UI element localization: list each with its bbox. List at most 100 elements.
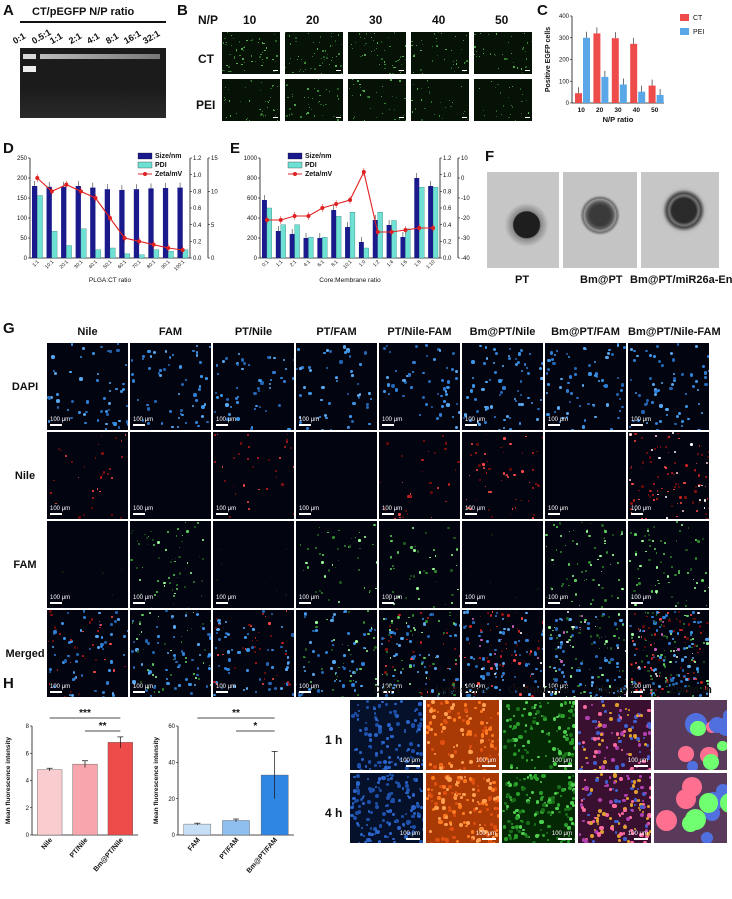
cell-dot [550, 811, 554, 815]
x-tick-label: 4:1 [303, 259, 312, 268]
cell-dot [644, 742, 648, 746]
cell-dot [445, 49, 447, 51]
cell-dot [525, 701, 528, 704]
cell-dot [419, 611, 422, 614]
cell-dot [452, 63, 454, 65]
cell-dot [427, 727, 432, 731]
cell-dot [88, 647, 92, 651]
cell-dot [638, 489, 641, 492]
cell-dot [502, 445, 504, 447]
cell-dot [243, 49, 245, 51]
cell-dot [340, 73, 342, 74]
cell-dot [685, 809, 707, 831]
cell-dot [454, 793, 458, 798]
scale-bar [273, 70, 278, 71]
cell-dot [601, 524, 604, 527]
cell-dot [640, 517, 643, 519]
cell-dot [389, 73, 391, 74]
y-tick-label: 150 [17, 196, 28, 202]
cell-dot [242, 688, 245, 691]
cell-dot [384, 63, 386, 66]
cell-dot [446, 700, 449, 704]
cell-dot [521, 452, 524, 454]
cell-dot [427, 741, 430, 744]
cell-dot [158, 557, 160, 559]
cell-dot [484, 114, 486, 116]
cell-dot [493, 416, 496, 419]
micro-image-g: 100 μm [379, 343, 460, 430]
bar-size [133, 189, 140, 258]
cell-dot [570, 675, 573, 678]
cell-dot [535, 667, 538, 670]
cell-dot [557, 785, 562, 790]
cell-dot [515, 120, 517, 121]
cell-dot [479, 674, 484, 678]
cell-dot [363, 37, 366, 40]
cell-dot [629, 829, 633, 833]
cell-dot [513, 66, 515, 68]
gel-lane-label: 2:1 [66, 30, 83, 46]
cell-dot [704, 485, 707, 488]
cell-dot [451, 49, 453, 51]
micro-image-j: 100 μm [350, 773, 423, 843]
cell-dot [395, 96, 397, 98]
cell-dot [484, 756, 489, 761]
cell-dot [292, 71, 294, 74]
cell-dot [526, 801, 530, 805]
cell-dot [502, 386, 506, 390]
cell-dot [315, 625, 318, 629]
cell-dot [186, 562, 189, 564]
y-tick-label: 0 [172, 833, 176, 839]
cell-dot [655, 611, 659, 615]
cell-dot [557, 726, 562, 730]
cell-dot [422, 818, 423, 823]
cell-dot [478, 701, 482, 705]
cell-dot [513, 650, 517, 653]
cell-dot [523, 777, 526, 781]
cell-dot [386, 375, 390, 380]
cell-dot [615, 819, 619, 824]
cell-dot [636, 567, 639, 571]
cell-dot [555, 687, 558, 691]
cell-dot [463, 413, 467, 417]
cell-dot [413, 811, 417, 815]
cell-dot [655, 552, 658, 554]
cell-dot [569, 800, 575, 805]
cell-dot [308, 688, 311, 692]
cell-dot [420, 99, 423, 101]
cell-dot [650, 634, 653, 636]
cell-dot [652, 383, 655, 387]
cell-dot [708, 716, 725, 734]
cell-dot [694, 586, 697, 589]
cell-dot [261, 113, 264, 116]
cell-dot [172, 603, 175, 606]
cell-dot [180, 383, 184, 387]
cell-dot [578, 768, 583, 770]
cell-dot [568, 375, 573, 380]
cell-dot [654, 447, 657, 450]
cell-dot [673, 472, 676, 475]
cell-dot [518, 422, 522, 425]
cell-dot [526, 751, 529, 755]
cell-dot [687, 672, 689, 675]
cell-dot [437, 619, 440, 622]
y-tick-label: 50 [20, 236, 27, 242]
cell-dot [509, 442, 513, 446]
cell-dot [85, 410, 88, 414]
cell-dot [382, 86, 384, 88]
cell-dot [313, 87, 315, 90]
micro-image-g: 100 μm [296, 610, 377, 697]
cell-dot [351, 95, 353, 97]
cell-dot [502, 664, 505, 668]
cell-dot [548, 800, 552, 804]
cell-dot [489, 614, 493, 617]
cell-dot [447, 805, 451, 809]
cell-dot [302, 385, 306, 389]
cell-dot [651, 540, 654, 543]
cell-dot [585, 716, 590, 721]
cell-dot [708, 483, 709, 485]
cell-dot [144, 639, 149, 643]
cell-dot [582, 704, 588, 710]
cell-dot [581, 521, 583, 524]
cell-dot [361, 757, 365, 762]
